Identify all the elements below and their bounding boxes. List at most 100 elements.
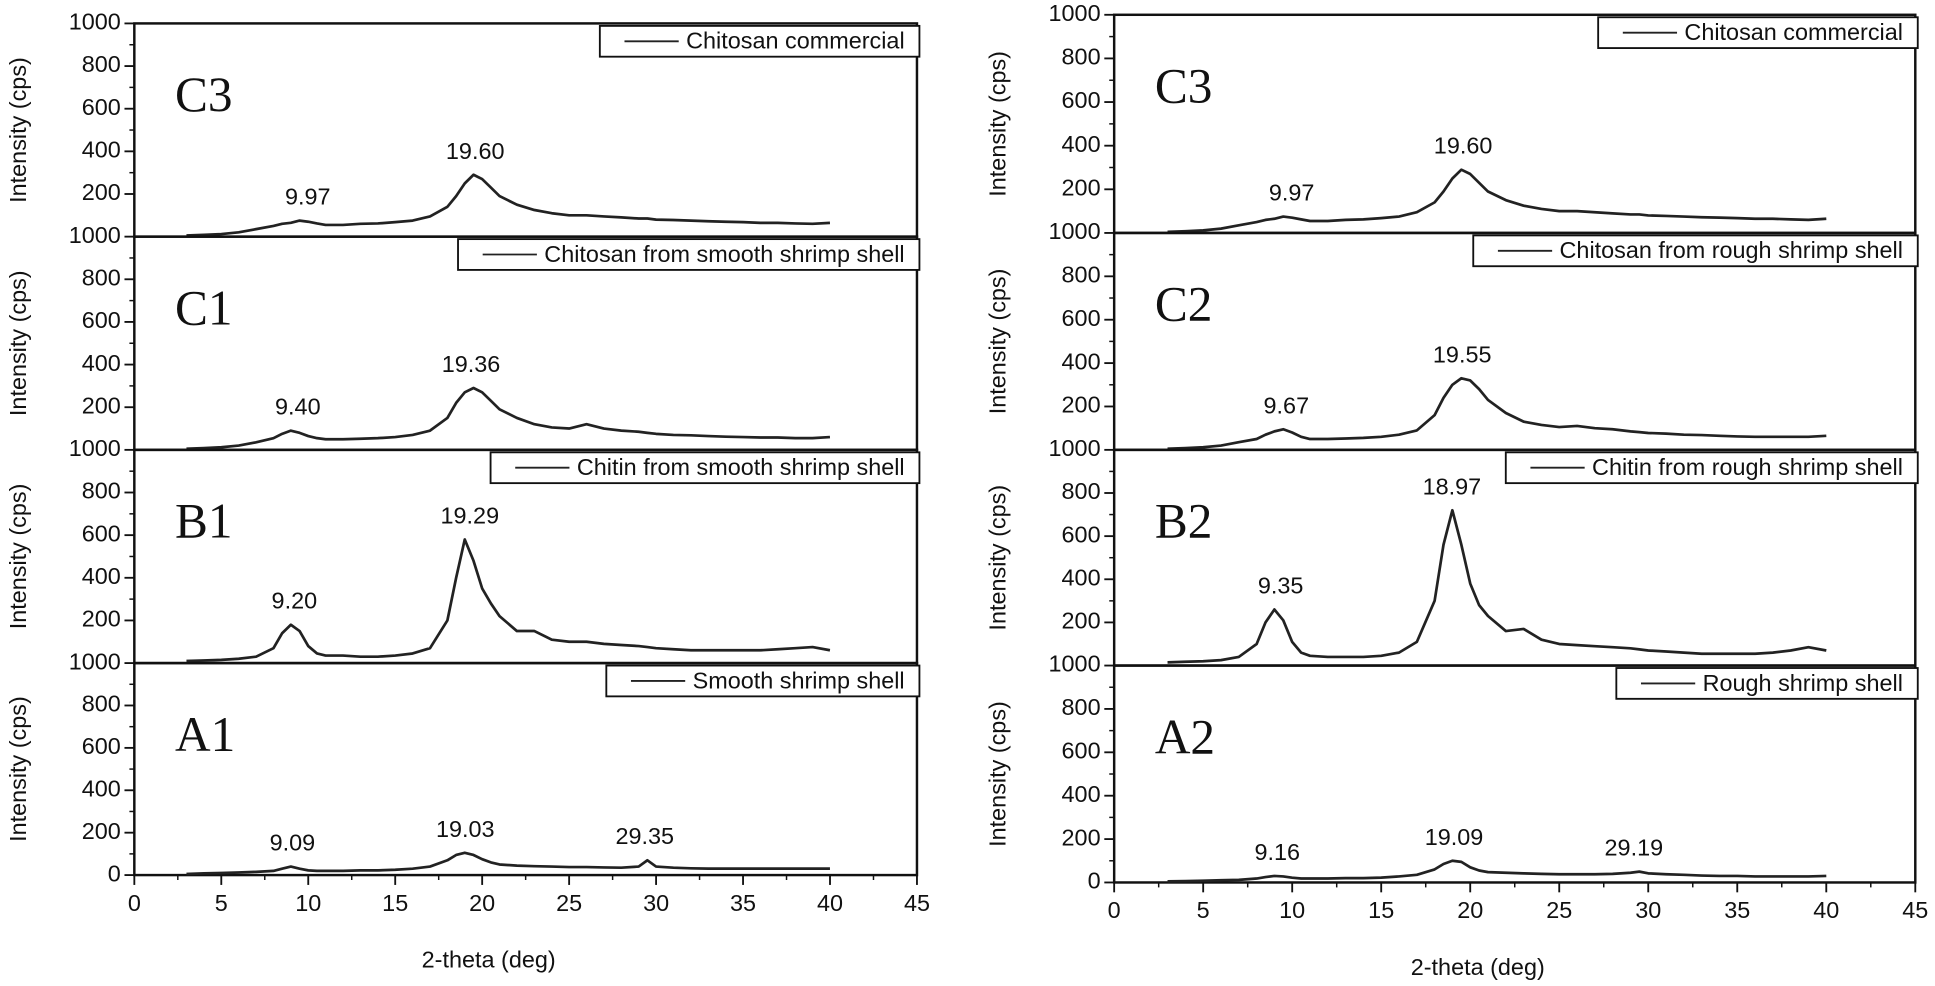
y-tick-label: 600 [82,307,121,333]
y-axis-label: Intensity (cps) [985,269,1011,415]
x-tick-label: 40 [1813,897,1839,923]
y-tick-label: 1000 [69,222,121,248]
legend-box [598,24,921,58]
y-tick-label: 0 [1088,868,1101,894]
panel-label: C1 [175,280,233,335]
panel-label: C3 [1155,59,1213,114]
legend: Chitin from smooth shrimp shell [489,451,921,485]
legend: Chitosan commercial [1597,16,1919,49]
panel: 200 400 600 800 1000 Intensity (cps) C3 9.97 19.… [5,9,921,238]
x-tick-label: 30 [643,890,669,916]
peak-label: 9.40 [275,394,321,420]
y-tick-label: 1000 [69,435,121,461]
y-tick-label: 200 [82,818,121,844]
peak-label: 19.60 [446,138,505,164]
y-tick-label: 1000 [1049,218,1101,244]
x-tick-label: 35 [1724,897,1750,923]
peak-label: 19.60 [1434,133,1493,159]
y-tick-label: 800 [1062,694,1101,720]
y-tick-label: 400 [1062,564,1101,590]
y-tick-label: 800 [82,691,121,717]
x-axis-label: 2-theta (deg) [422,947,556,973]
x-axis-label: 2-theta (deg) [1411,954,1545,980]
x-tick-label: 0 [1108,897,1121,923]
y-tick-label: 400 [82,563,121,589]
data-line [186,386,831,451]
y-axis-label: Intensity (cps) [985,485,1011,631]
y-tick-label: 800 [82,264,121,290]
x-tick-label: 5 [1197,897,1210,923]
y-tick-label: 200 [1062,174,1101,200]
y-tick-label: 1000 [1049,0,1101,26]
legend: Smooth shrimp shell [605,664,921,698]
legend-label: Chitosan from smooth shrimp shell [544,241,904,267]
y-tick-label: 0 [108,860,121,886]
data-line [1167,859,1827,883]
x-tick-label: 20 [1457,897,1483,923]
panel-label: B1 [175,494,233,549]
y-tick-label: 600 [82,94,121,120]
panel-label: B2 [1155,494,1213,549]
panel-label: A2 [1155,709,1215,764]
y-tick-label: 400 [1062,348,1101,374]
peak-label: 19.29 [441,502,500,528]
data-line [186,851,830,876]
x-tick-label: 25 [556,890,582,916]
x-tick-label: 5 [215,890,228,916]
y-tick-label: 400 [1062,781,1101,807]
x-tick-label: 35 [730,890,756,916]
legend: Chitin from rough shrimp shell [1504,451,1919,485]
peak-label: 29.35 [615,823,674,849]
y-tick-label: 400 [82,775,121,801]
x-tick-label: 45 [904,890,930,916]
peak-label: 9.09 [270,830,316,856]
y-tick-label: 200 [1062,392,1101,418]
panel: 0 200 400 600 800 1000 0 5 10 15 20 25 30 35 40 45 2-the… [5,648,930,972]
data-line [1167,168,1827,234]
legend: Chitosan from smooth shrimp shell [457,238,921,271]
data-line [186,173,831,237]
x-tick-label: 0 [128,890,141,916]
y-tick-label: 800 [1062,478,1101,504]
y-tick-label: 200 [1062,608,1101,634]
panel: 0 200 400 600 800 1000 0 5 10 15 20 25 30 35 40 45 2-the… [985,651,1929,980]
y-tick-label: 600 [1062,521,1101,547]
y-tick-label: 1000 [69,9,121,35]
peak-label: 9.97 [1269,180,1315,206]
y-tick-label: 1000 [1049,651,1101,677]
x-tick-label: 20 [469,890,495,916]
y-tick-label: 400 [1062,131,1101,157]
y-tick-label: 200 [82,179,121,205]
peak-label: 19.55 [1433,341,1492,367]
y-axis-label: Intensity (cps) [5,484,31,630]
peak-label: 9.16 [1254,839,1300,865]
y-axis-label: Intensity (cps) [985,51,1011,197]
y-tick-label: 800 [1062,262,1101,288]
data-line [186,538,831,663]
data-line [1167,376,1827,451]
x-tick-label: 15 [382,890,408,916]
x-tick-label: 10 [295,890,321,916]
legend-label: Rough shrimp shell [1703,670,1903,696]
y-tick-label: 800 [82,51,121,77]
y-axis-label: Intensity (cps) [5,696,31,842]
y-tick-label: 1000 [69,648,121,674]
y-axis-label: Intensity (cps) [985,701,1011,847]
peak-label: 9.35 [1258,572,1304,598]
y-tick-label: 600 [82,733,121,759]
x-tick-label: 15 [1368,897,1394,923]
legend: Chitosan from rough shrimp shell [1472,234,1919,268]
y-tick-label: 1000 [1049,435,1101,461]
y-tick-label: 600 [1062,305,1101,331]
y-tick-label: 800 [82,478,121,504]
y-tick-label: 200 [1062,824,1101,850]
panel: 200 400 600 800 1000 Intensity (cps) B2 9.35 18.… [985,435,1919,667]
legend: Rough shrimp shell [1615,667,1919,700]
y-axis-label: Intensity (cps) [5,270,31,416]
y-tick-label: 400 [82,350,121,376]
legend: Chitosan commercial [598,24,921,58]
y-tick-label: 600 [1062,738,1101,764]
legend-label: Chitin from rough shrimp shell [1592,454,1903,480]
peak-label: 18.97 [1423,473,1482,499]
legend-label: Chitin from smooth shrimp shell [577,454,905,480]
